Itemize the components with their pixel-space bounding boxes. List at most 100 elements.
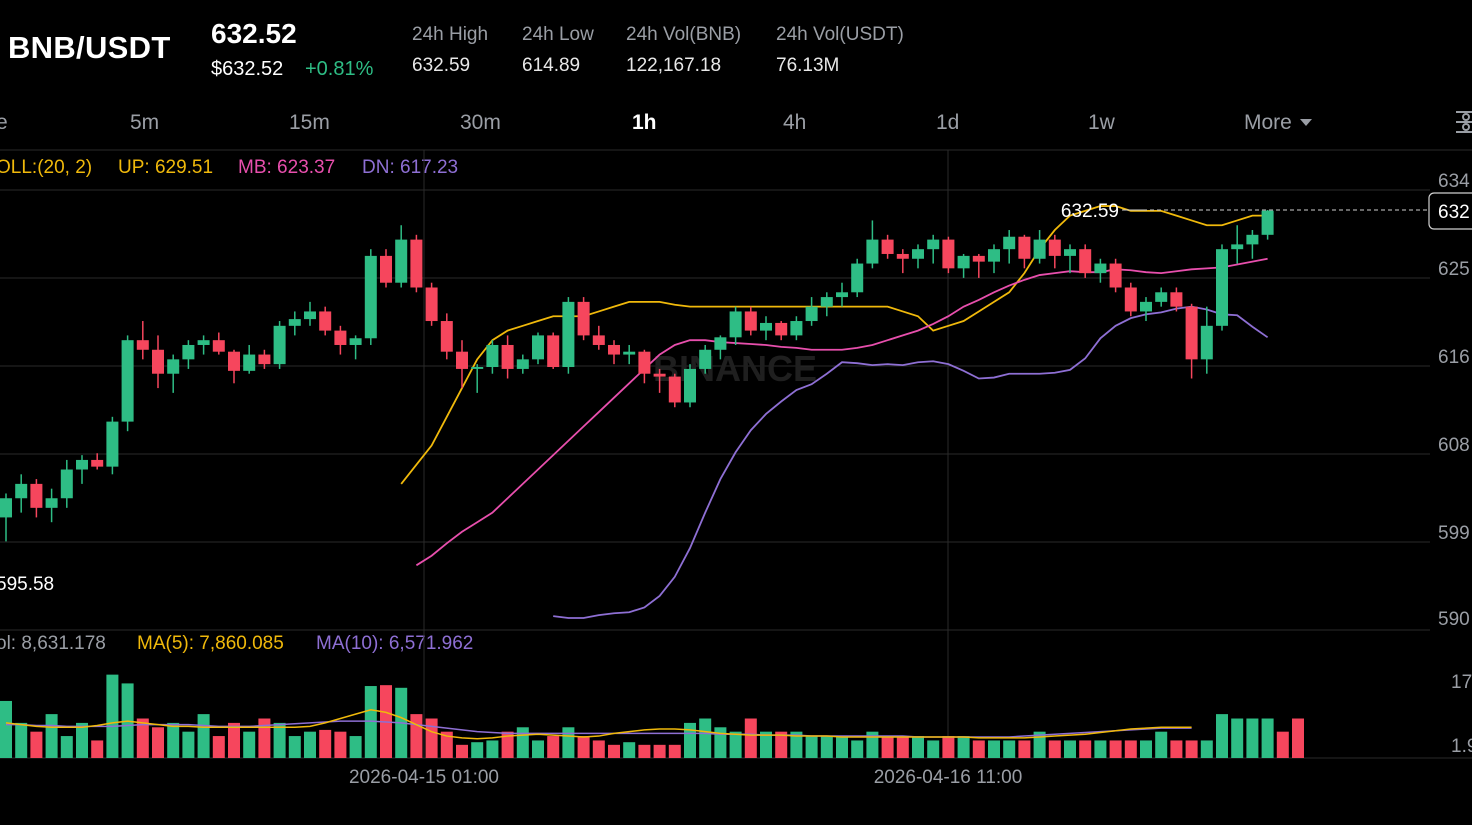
candle-body: [182, 344, 195, 360]
candle-body: [957, 255, 970, 269]
volume-bar: [76, 722, 88, 758]
volume-bar: [836, 736, 848, 758]
chart-settings-icon[interactable]: [1452, 108, 1472, 136]
price-axis-label: 625: [1438, 259, 1470, 280]
volume-bar: [1094, 740, 1107, 758]
candle-body: [1124, 287, 1137, 312]
vol-ma10-value: MA(10): 6,571.962: [316, 633, 474, 654]
volume-bar: [319, 729, 332, 758]
candle-body: [1048, 239, 1061, 256]
candle-body: [562, 301, 575, 368]
tab-1w[interactable]: 1w: [1088, 111, 1115, 134]
tab-1h[interactable]: 1h: [632, 111, 657, 134]
vol-ma5-line: [5, 708, 1192, 740]
candle-body: [1033, 239, 1046, 259]
boll-label: OLL:(20, 2): [0, 157, 93, 178]
volume-bar: [942, 736, 955, 758]
volume-bar: [1109, 740, 1122, 758]
candle-body: [942, 239, 955, 269]
tab-more-label: More: [1244, 111, 1292, 134]
trading-pair[interactable]: BNB/USDT: [8, 30, 171, 65]
volume-bar: [1185, 740, 1198, 758]
tab-5m[interactable]: 5m: [130, 111, 160, 134]
volume-bar: [91, 740, 104, 758]
stat-24h-low-value: 614.89: [522, 55, 581, 76]
volume-label: ol: 8,631.178: [0, 633, 106, 654]
volume-bar: [1003, 740, 1016, 758]
volume-bar: [0, 700, 12, 758]
tab-15m[interactable]: 15m: [289, 111, 330, 134]
candle-body: [456, 351, 468, 369]
candle-body: [1079, 249, 1092, 274]
candle-body: [988, 249, 1000, 262]
candle-body: [623, 351, 636, 355]
candle-body: [319, 311, 332, 331]
candle-body: [486, 344, 499, 368]
tab-time-partial[interactable]: e: [0, 111, 8, 134]
candle-body: [1261, 210, 1274, 235]
candle-body: [45, 498, 58, 508]
candle-body: [167, 359, 180, 374]
volume-bar: [881, 736, 894, 758]
volume-bar: [516, 727, 529, 758]
candle-body: [212, 340, 225, 352]
stat-24h-high-value: 632.59: [412, 55, 471, 76]
boll-mb-value: MB: 623.37: [238, 157, 336, 178]
volume-bar: [1292, 718, 1304, 758]
candle-body: [0, 498, 12, 518]
candle-body: [121, 340, 134, 422]
candle-body: [334, 330, 347, 345]
candle-body: [881, 239, 894, 254]
volume-bar: [243, 731, 256, 758]
volume-bar: [608, 744, 620, 758]
volume-bar: [288, 736, 301, 758]
volume-bar: [440, 731, 453, 758]
volume-bar: [1246, 718, 1259, 758]
volume-bar: [972, 740, 985, 758]
volume-bar: [714, 727, 727, 758]
usd-price: $632.52: [211, 58, 284, 80]
vol-ma5-value: MA(5): 7,860.085: [137, 633, 284, 654]
last-price: 632.52: [211, 18, 297, 49]
tab-more[interactable]: More: [1244, 111, 1312, 135]
candle-body: [440, 321, 453, 352]
volume-axis-label: 17: [1451, 672, 1472, 693]
candle-body: [790, 321, 803, 336]
candle-body: [1064, 249, 1076, 256]
volume-bar: [790, 731, 803, 758]
candle-body: [760, 322, 772, 331]
price-change-pct: +0.81%: [305, 58, 374, 80]
volume-bar: [1048, 740, 1061, 758]
tab-30m[interactable]: 30m: [460, 111, 501, 134]
boll-dn-value: DN: 617.23: [362, 157, 459, 178]
volume-bar: [1155, 731, 1168, 758]
candle-body: [1140, 301, 1152, 312]
candle-body: [258, 354, 271, 365]
candle-body: [912, 249, 924, 259]
volume-bar: [592, 740, 605, 758]
candle-body: [775, 322, 788, 336]
tab-4h[interactable]: 4h: [783, 111, 807, 134]
boll-up-line: [400, 205, 1268, 485]
volume-bar: [866, 731, 879, 758]
volume-bar: [775, 731, 788, 758]
candle-body: [638, 351, 651, 374]
candle-body: [106, 421, 119, 467]
candle-body: [972, 255, 985, 262]
candle-body: [1109, 263, 1122, 288]
boll-mb-line: [415, 257, 1268, 567]
candle-body: [592, 335, 605, 345]
candle-body: [820, 297, 833, 307]
candle-body: [501, 344, 514, 369]
volume-bar: [334, 731, 347, 758]
candle-body: [608, 344, 620, 355]
volume-bar: [30, 731, 43, 758]
volume-bar: [699, 718, 712, 758]
candle-body: [866, 239, 879, 264]
volume-bar: [1064, 740, 1076, 758]
tab-1d[interactable]: 1d: [936, 111, 960, 134]
candle-body: [30, 483, 43, 508]
volume-bar: [258, 718, 271, 758]
stat-24h-vol-usdt-value: 76.13M: [776, 55, 840, 76]
